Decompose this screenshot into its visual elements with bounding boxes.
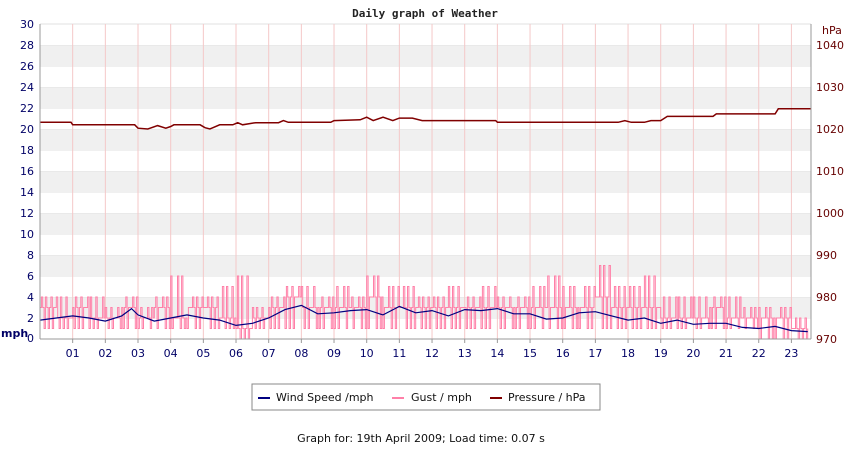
- x-tick-label: 13: [458, 347, 472, 360]
- x-tick-label: 15: [523, 347, 537, 360]
- left-tick-label: 28: [20, 39, 34, 52]
- plot-band: [40, 192, 811, 213]
- x-tick-label: 10: [360, 347, 374, 360]
- legend: Wind Speed /mph Gust / mph Pressure / hP…: [251, 383, 601, 411]
- right-tick-label: 1010: [816, 165, 844, 178]
- chart-title: Daily graph of Weather: [352, 7, 498, 20]
- x-tick-label: 16: [556, 347, 570, 360]
- plot-band: [40, 234, 811, 255]
- x-tick-label: 06: [229, 347, 243, 360]
- series-pressure: [40, 108, 811, 130]
- plot-background: [40, 23, 811, 339]
- legend-label-gust: Gust / mph: [411, 391, 472, 404]
- gust-line: [40, 265, 809, 340]
- legend-label-pressure: Pressure / hPa: [508, 391, 586, 404]
- right-axis-unit: hPa: [822, 24, 842, 37]
- plot-band: [40, 24, 811, 45]
- left-tick-label: 24: [20, 81, 34, 94]
- legend-box: [251, 383, 601, 411]
- x-tick-label: 14: [490, 347, 504, 360]
- left-axis-unit: mph: [1, 327, 28, 340]
- x-tick-label: 09: [327, 347, 341, 360]
- x-tick-label: 02: [98, 347, 112, 360]
- x-tick-label: 11: [392, 347, 406, 360]
- series-wind-speed: [39, 304, 808, 333]
- right-tick-label: 1020: [816, 123, 844, 136]
- x-tick-label: 21: [719, 347, 733, 360]
- right-tick-label: 1030: [816, 81, 844, 94]
- x-tick-label: 23: [784, 347, 798, 360]
- plot-band: [40, 276, 811, 297]
- plot-band: [40, 108, 811, 129]
- plot-band: [40, 45, 811, 66]
- left-tick-label: 26: [20, 60, 34, 73]
- left-tick-label: 6: [27, 270, 34, 283]
- x-tick-label: 05: [196, 347, 210, 360]
- plot-band: [40, 150, 811, 171]
- x-tick-label: 01: [66, 347, 80, 360]
- legend-label-wind-speed: Wind Speed /mph: [276, 391, 374, 404]
- left-tick-label: 0: [27, 332, 34, 345]
- left-tick-label: 12: [20, 207, 34, 220]
- right-tick-label: 990: [816, 249, 837, 262]
- left-tick-label: 20: [20, 123, 34, 136]
- series-gust: [40, 265, 809, 340]
- right-tick-label: 1000: [816, 207, 844, 220]
- right-tick-label: 970: [816, 333, 837, 346]
- x-gridlines: [72, 24, 792, 339]
- x-tick-label: 12: [425, 347, 439, 360]
- left-tick-label: 16: [20, 165, 34, 178]
- plot-band: [40, 171, 811, 192]
- left-tick-label: 10: [20, 228, 34, 241]
- pressure-line: [40, 108, 811, 130]
- left-tick-label: 22: [20, 102, 34, 115]
- x-tick-label: 07: [262, 347, 276, 360]
- chart-footer: Graph for: 19th April 2009; Load time: 0…: [297, 432, 545, 445]
- left-tick-label: 4: [27, 291, 34, 304]
- plot-band: [40, 87, 811, 108]
- left-tick-label: 2: [27, 312, 34, 325]
- left-tick-label: 30: [20, 18, 34, 31]
- left-tick-label: 18: [20, 144, 34, 157]
- x-axis-ticks: 01 02 03 04 05 06 07 08 09 10 11 12 13 14 15 16 17 18 19 20…: [66, 339, 798, 360]
- x-tick-label: 18: [621, 347, 635, 360]
- x-tick-label: 22: [752, 347, 766, 360]
- plot-band: [40, 66, 811, 87]
- left-tick-label: 8: [27, 249, 34, 262]
- wind-speed-line: [39, 304, 808, 333]
- plot-band: [40, 255, 811, 276]
- right-axis-ticks: 970 980 990 1000 1010 1020 1030 1040: [816, 39, 844, 346]
- x-tick-label: 20: [686, 347, 700, 360]
- x-tick-label: 04: [164, 347, 178, 360]
- plot-band: [40, 129, 811, 150]
- plot-band: [40, 213, 811, 234]
- right-tick-label: 1040: [816, 39, 844, 52]
- x-tick-label: 08: [294, 347, 308, 360]
- left-tick-label: 14: [20, 186, 34, 199]
- right-tick-label: 980: [816, 291, 837, 304]
- x-tick-label: 17: [588, 347, 602, 360]
- x-tick-label: 03: [131, 347, 145, 360]
- x-tick-label: 19: [654, 347, 668, 360]
